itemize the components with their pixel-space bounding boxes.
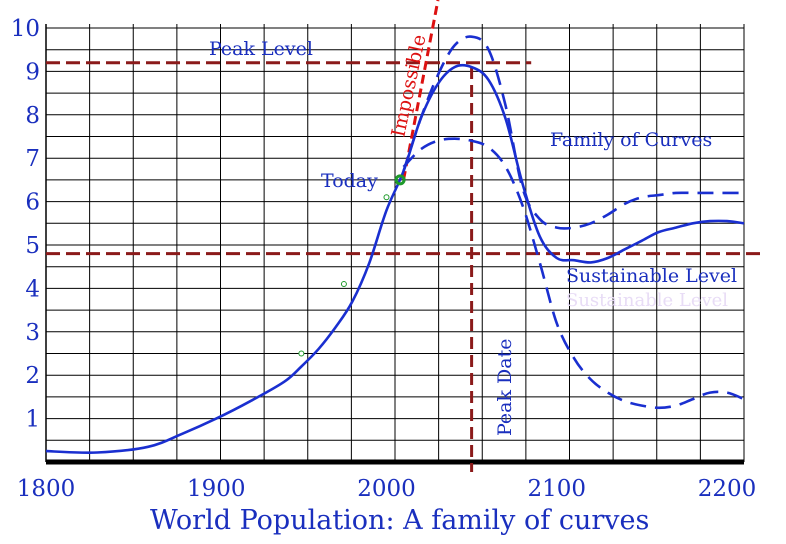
sustainable-level-label: Sustainable Level bbox=[566, 265, 737, 287]
impossible-label: Impossible bbox=[387, 33, 430, 139]
today-point bbox=[394, 174, 406, 186]
y-tick-label: 6 bbox=[25, 190, 40, 216]
y-tick-label: 3 bbox=[25, 320, 40, 346]
point-markers bbox=[298, 174, 406, 357]
peak-level-label: Peak Level bbox=[209, 38, 313, 60]
tick-labels: 1 2 3 4 5 6 7 8 9 10 1800 1900 2000 2100 2200 bbox=[11, 16, 757, 502]
series-line-3 bbox=[402, 137, 745, 410]
sample-point bbox=[383, 194, 390, 201]
series-line-2 bbox=[402, 35, 744, 230]
today-label: Today bbox=[321, 170, 378, 192]
sample-point bbox=[298, 350, 305, 357]
peak-date-label: Peak Date bbox=[494, 339, 516, 437]
x-tick-label: 2000 bbox=[357, 476, 416, 502]
y-tick-label: 10 bbox=[11, 16, 40, 42]
y-tick-label: 7 bbox=[25, 146, 40, 172]
chart-title: World Population: A family of curves bbox=[150, 505, 649, 536]
x-tick-label: 1800 bbox=[17, 476, 76, 502]
sustainable-level-ghost-label: Sustainable Level bbox=[566, 290, 728, 311]
series-lines bbox=[45, 35, 745, 454]
y-tick-label: 9 bbox=[25, 59, 40, 85]
series-line-1 bbox=[45, 63, 745, 454]
y-tick-label: 5 bbox=[25, 233, 40, 259]
x-tick-label: 2100 bbox=[527, 476, 586, 502]
family-of-curves-label: Family of Curves bbox=[550, 129, 712, 151]
x-tick-label: 2200 bbox=[698, 476, 757, 502]
axes bbox=[45, 24, 744, 465]
x-tick-label: 1900 bbox=[187, 476, 246, 502]
y-tick-label: 8 bbox=[25, 103, 40, 129]
sample-point bbox=[340, 281, 347, 288]
y-tick-label: 4 bbox=[25, 276, 40, 302]
y-tick-label: 2 bbox=[25, 363, 40, 389]
y-tick-label: 1 bbox=[25, 407, 40, 433]
